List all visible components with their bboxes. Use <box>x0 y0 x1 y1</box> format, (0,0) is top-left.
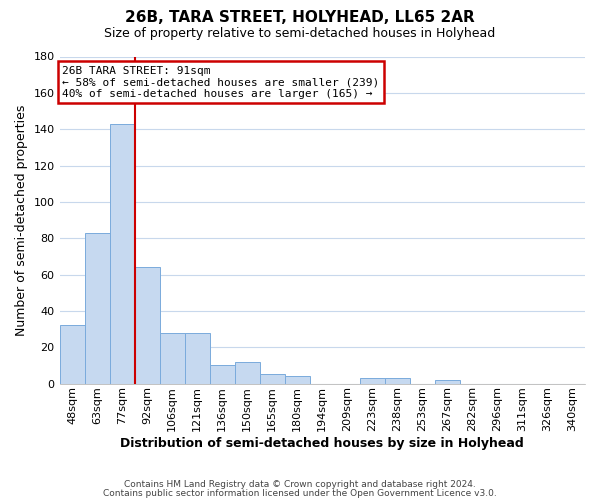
Bar <box>385 378 410 384</box>
Bar <box>59 326 85 384</box>
Bar <box>160 332 185 384</box>
Bar <box>185 332 209 384</box>
Bar <box>235 362 260 384</box>
Bar <box>110 124 134 384</box>
Bar <box>134 268 160 384</box>
Bar <box>85 232 110 384</box>
Text: Contains public sector information licensed under the Open Government Licence v3: Contains public sector information licen… <box>103 489 497 498</box>
Bar <box>360 378 385 384</box>
Bar <box>209 366 235 384</box>
Y-axis label: Number of semi-detached properties: Number of semi-detached properties <box>15 104 28 336</box>
X-axis label: Distribution of semi-detached houses by size in Holyhead: Distribution of semi-detached houses by … <box>121 437 524 450</box>
Bar <box>435 380 460 384</box>
Text: 26B, TARA STREET, HOLYHEAD, LL65 2AR: 26B, TARA STREET, HOLYHEAD, LL65 2AR <box>125 10 475 25</box>
Bar <box>260 374 285 384</box>
Text: 26B TARA STREET: 91sqm
← 58% of semi-detached houses are smaller (239)
40% of se: 26B TARA STREET: 91sqm ← 58% of semi-det… <box>62 66 379 99</box>
Text: Contains HM Land Registry data © Crown copyright and database right 2024.: Contains HM Land Registry data © Crown c… <box>124 480 476 489</box>
Bar <box>285 376 310 384</box>
Text: Size of property relative to semi-detached houses in Holyhead: Size of property relative to semi-detach… <box>104 28 496 40</box>
